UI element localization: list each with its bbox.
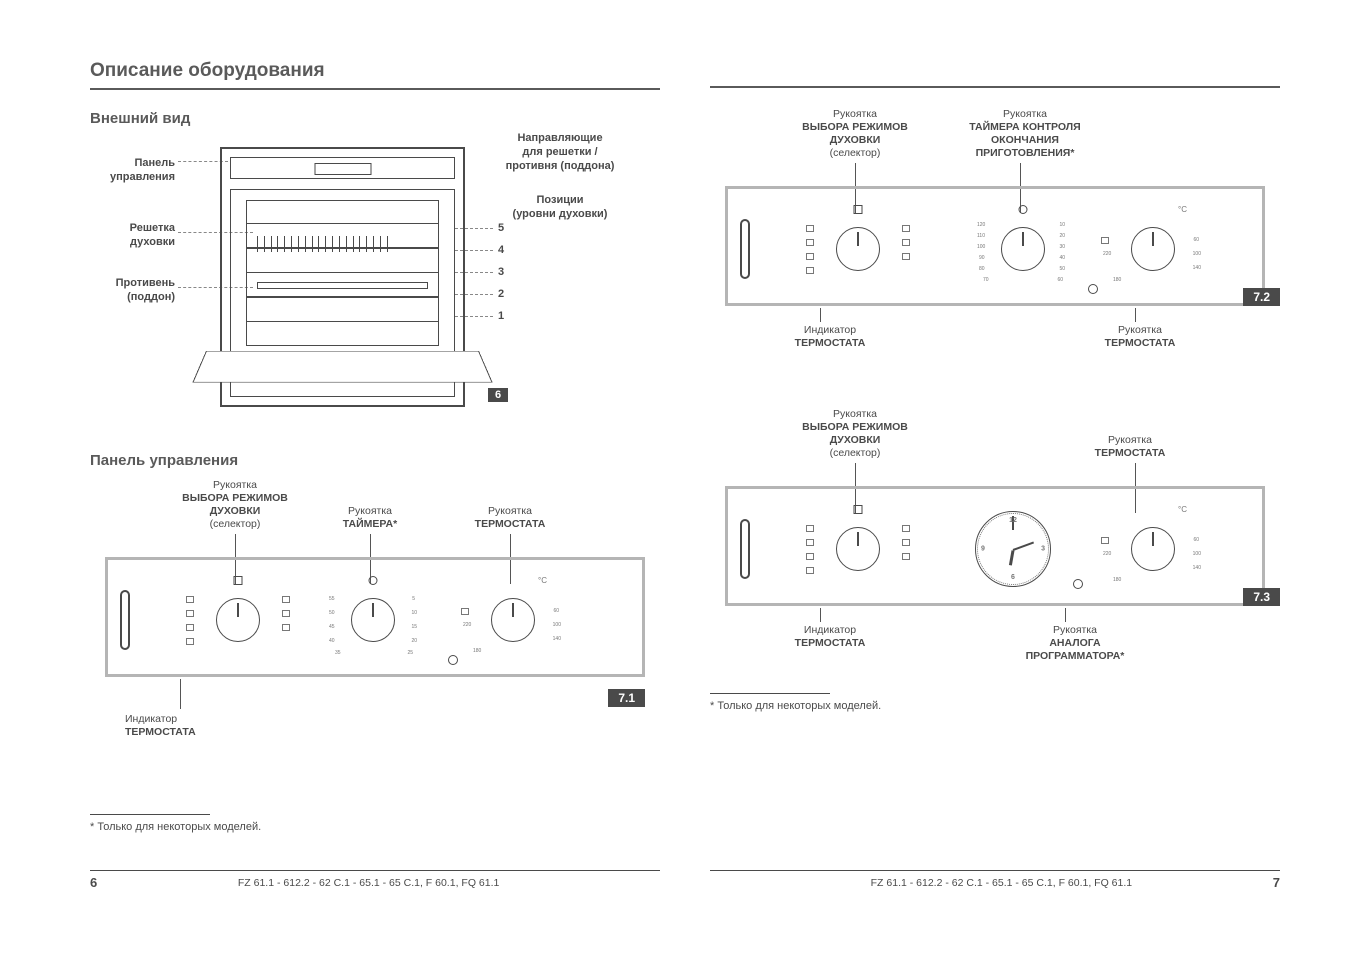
title-rule <box>90 88 660 90</box>
exterior-title: Внешний вид <box>90 110 660 127</box>
label-indicator: Индикатор ТЕРМОСТАТА <box>125 713 265 739</box>
panel-handle-73 <box>740 519 750 579</box>
page-num-7: 7 <box>1273 875 1280 890</box>
level-1: 1 <box>498 310 504 322</box>
figure-7-3: Рукоятка ВЫБОРА РЕЖИМОВ ДУХОВКИ (селекто… <box>710 408 1280 668</box>
selector-knob <box>208 590 268 650</box>
thermostat-knob-72: °C 220 180 60 100 140 <box>1123 219 1183 279</box>
page-6: Описание оборудования Внешний вид Панель… <box>90 60 660 890</box>
oven-control-strip <box>230 157 455 179</box>
figure-7-2: Рукоятка ВЫБОРА РЕЖИМОВ ДУХОВКИ (селекто… <box>710 108 1280 368</box>
label-analog-73: Рукоятка АНАЛОГА ПРОГРАММАТОРА* <box>985 624 1165 663</box>
level-5: 5 <box>498 222 504 234</box>
figure-7-1: Рукоятка ВЫБОРА РЕЖИМОВ ДУХОВКИ (селекто… <box>90 479 660 789</box>
label-thermostat: Рукоятка ТЕРМОСТАТА <box>450 505 570 531</box>
oven-body <box>220 147 465 407</box>
callout-rack: Решетка духовки <box>80 222 175 250</box>
oven-door <box>192 351 492 383</box>
oven-rack <box>257 236 428 252</box>
label-end-timer: Рукоятка ТАЙМЕРА КОНТРОЛЯ ОКОНЧАНИЯ ПРИГ… <box>935 108 1115 161</box>
model-line-left: FZ 61.1 - 612.2 - 62 C.1 - 65.1 - 65 C.1… <box>97 877 640 889</box>
thermostat-knob: °C 220 180 60 100 140 <box>483 590 543 650</box>
callout-tray: Противень (поддон) <box>80 277 175 305</box>
figure-72-badge: 7.2 <box>1243 288 1280 306</box>
selector-knob-73 <box>828 519 888 579</box>
model-line-right: FZ 61.1 - 612.2 - 62 C.1 - 65.1 - 65 C.1… <box>730 877 1273 889</box>
panel-handle-72 <box>740 219 750 279</box>
footnote-rule-left <box>90 814 210 815</box>
label-selector-72: Рукоятка ВЫБОРА РЕЖИМОВ ДУХОВКИ (селекто… <box>765 108 945 161</box>
timer-knob: 55 50 45 40 35 5 10 15 20 25 <box>343 590 403 650</box>
end-timer-knob: 120 110 100 90 80 70 10 20 30 40 50 60 <box>993 219 1053 279</box>
panel-handle <box>120 590 130 650</box>
thermostat-indicator-73 <box>1073 579 1083 589</box>
label-indicator-73: ИндикаторТЕРМОСТАТА <box>760 624 900 650</box>
figure-71-badge: 7.1 <box>608 689 645 707</box>
panel-body-73: 12 3 6 9 °C 220 180 60 100 140 <box>725 486 1265 606</box>
oven-exterior-figure: Панель управления Решетка духовки Против… <box>90 137 660 427</box>
oven-cavity <box>230 189 455 397</box>
label-selector-73: Рукоятка ВЫБОРА РЕЖИМОВ ДУХОВКИ (селекто… <box>765 408 945 461</box>
panel-body-71: 55 50 45 40 35 5 10 15 20 25 °C 220 180 … <box>105 557 645 677</box>
oven-inner <box>246 200 439 346</box>
footer-left: 6 FZ 61.1 - 612.2 - 62 C.1 - 65.1 - 65 C… <box>90 870 660 890</box>
analog-clock-knob: 12 3 6 9 <box>973 509 1053 589</box>
label-selector: Рукоятка ВЫБОРА РЕЖИМОВ ДУХОВКИ (селекто… <box>145 479 325 532</box>
title-rule-right <box>710 86 1280 88</box>
figure-6-badge: 6 <box>488 385 508 403</box>
footnote-left: * Только для некоторых моделей. <box>90 821 660 833</box>
selector-knob-72 <box>828 219 888 279</box>
figure-73-badge: 7.3 <box>1243 588 1280 606</box>
label-indicator-72: ИндикаторТЕРМОСТАТА <box>760 324 900 350</box>
thermostat-indicator-72 <box>1088 284 1098 294</box>
panel-body-72: 120 110 100 90 80 70 10 20 30 40 50 60 °… <box>725 186 1265 306</box>
thermostat-knob-73: °C 220 180 60 100 140 <box>1123 519 1183 579</box>
section-title: Описание оборудования <box>90 60 660 82</box>
footnote-right: * Только для некоторых моделей. <box>710 700 1280 712</box>
callout-positions: Позиции (уровни духовки) <box>480 194 640 222</box>
callout-control-panel: Панель управления <box>80 157 175 185</box>
page-num-6: 6 <box>90 875 97 890</box>
label-timer: Рукоятка ТАЙМЕРА* <box>315 505 425 531</box>
callout-guides: Направляющие для решетки / противня (под… <box>480 132 640 173</box>
level-2: 2 <box>498 288 504 300</box>
level-4: 4 <box>498 244 504 256</box>
thermostat-indicator <box>448 655 458 665</box>
control-panel-title: Панель управления <box>90 452 660 469</box>
oven-tray <box>257 282 428 289</box>
level-3: 3 <box>498 266 504 278</box>
label-therm-72-bottom: РукояткаТЕРМОСТАТА <box>1070 324 1210 350</box>
label-therm-73: Рукоятка ТЕРМОСТАТА <box>1050 434 1210 460</box>
footnote-rule-right <box>710 693 830 694</box>
page-7: Рукоятка ВЫБОРА РЕЖИМОВ ДУХОВКИ (селекто… <box>710 60 1280 890</box>
footer-right: FZ 61.1 - 612.2 - 62 C.1 - 65.1 - 65 C.1… <box>710 870 1280 890</box>
